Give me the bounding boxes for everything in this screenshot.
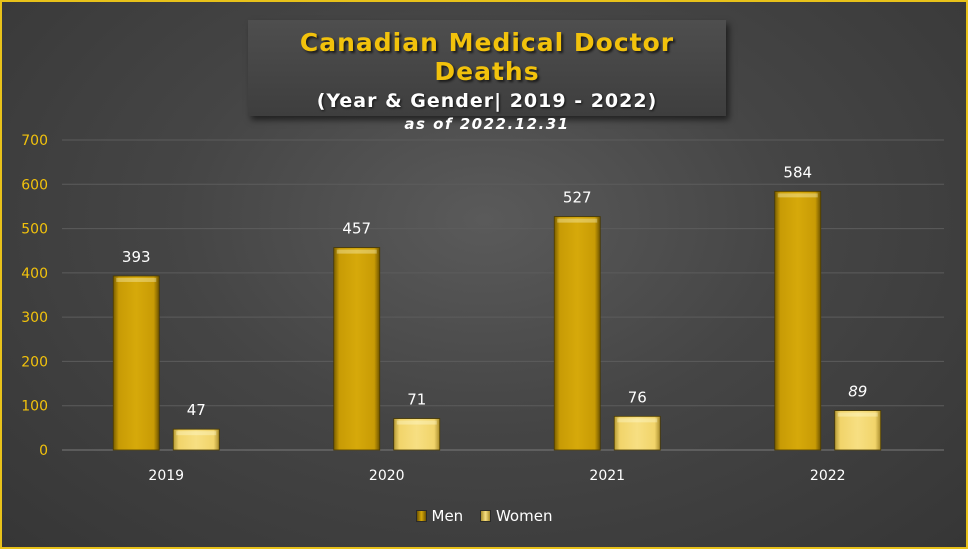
bar-men-2020 [333,247,381,451]
y-axis: 0 100 200 300 400 500 600 700 [21,133,48,459]
bar-men-2019 [112,275,160,451]
legend-item-women: Women [479,507,553,525]
bar-highlight-women-2020 [396,420,437,425]
x-tick-label: 2022 [810,468,846,484]
bar-highlight-men-2021 [557,218,598,223]
y-tick-label: 0 [39,443,48,459]
legend-swatch-men [415,510,427,522]
bar-men-2022 [774,190,822,451]
y-tick-label: 500 [21,222,48,238]
legend-label-women: Women [495,507,553,525]
y-tick-label: 100 [21,399,48,415]
legend-swatch-women [479,510,491,522]
y-tick-label: 700 [21,133,48,149]
legend-item-men: Men [415,507,464,525]
x-tick-label: 2021 [589,468,625,484]
y-tick-label: 400 [21,266,48,282]
bars: 393 47 457 71 527 76 584 89 [112,163,882,451]
data-label-men-2020: 457 [342,220,371,238]
bar-highlight-women-2021 [617,418,658,423]
bar-women-2020 [393,418,441,451]
bar-women-2022 [834,410,882,451]
x-tick-label: 2019 [148,468,184,484]
title-box: Canadian Medical Doctor Deaths (Year & G… [248,20,726,133]
bar-women-2019 [172,428,220,451]
data-label-women-2020: 71 [407,391,426,409]
bar-highlight-men-2020 [336,249,377,254]
chart-title: Canadian Medical Doctor Deaths [299,28,675,86]
bar-women-2021 [613,415,661,451]
data-label-men-2021: 527 [563,189,592,207]
data-label-women-2022: 89 [848,383,867,401]
bar-highlight-men-2019 [116,277,157,282]
legend-label-men: Men [431,507,464,525]
chart-subtitle: (Year & Gender| 2019 - 2022) [316,90,658,112]
bar-highlight-men-2022 [777,193,818,198]
data-label-men-2019: 393 [122,248,151,266]
legend: Men Women [2,507,966,526]
x-axis: 2019 2020 2021 2022 [148,468,845,484]
bar-men-2021 [553,216,601,451]
y-tick-label: 300 [21,310,48,326]
y-tick-label: 200 [21,354,48,370]
bar-highlight-women-2022 [837,412,878,417]
y-tick-label: 600 [21,177,48,193]
data-label-women-2021: 76 [628,388,647,406]
data-label-women-2019: 47 [187,401,206,419]
bar-highlight-women-2019 [176,431,217,436]
x-tick-label: 2020 [369,468,405,484]
chart-note: as of 2022.12.31 [404,115,570,133]
data-label-men-2022: 584 [783,163,812,181]
